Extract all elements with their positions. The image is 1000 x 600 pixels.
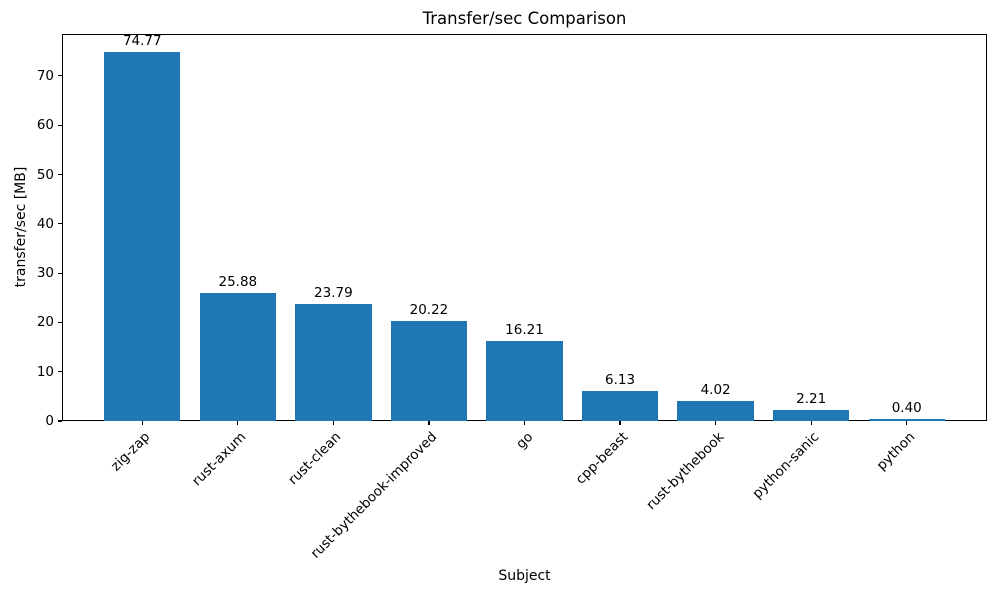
x-tick	[906, 421, 908, 425]
bar-value-label: 4.02	[700, 382, 731, 399]
bar	[677, 401, 754, 421]
plot-area: 0 10 20 30 40 50 60 70 74.77 zig-zap 25.88 rust-axu…	[37, 33, 987, 562]
x-tick	[237, 421, 239, 425]
bar-value-label: 0.40	[891, 400, 922, 417]
y-tick-label: 20	[36, 314, 54, 331]
x-tick	[715, 421, 717, 425]
x-tick-label: zig-zap	[108, 429, 154, 475]
y-tick	[58, 371, 62, 373]
x-tick	[332, 421, 334, 425]
bar	[295, 303, 372, 421]
y-tick	[58, 321, 62, 323]
bar	[868, 419, 945, 421]
y-tick-label: 60	[36, 117, 54, 134]
bar	[390, 321, 468, 421]
y-tick-label: 40	[36, 215, 54, 232]
y-tick	[58, 124, 62, 126]
bar-value-label: 23.79	[314, 284, 353, 301]
y-tick	[58, 173, 62, 176]
y-tick	[58, 420, 62, 422]
y-tick-label: 10	[36, 363, 54, 380]
x-tick-label: rust-clean	[285, 429, 345, 489]
bar	[581, 390, 659, 421]
y-tick	[58, 223, 62, 225]
x-axis-label: Subject	[498, 568, 551, 584]
bar-value-label: 74.77	[122, 33, 162, 50]
y-tick-label: 0	[45, 413, 54, 429]
x-tick-label: rust-axum	[188, 429, 250, 490]
bar	[486, 341, 563, 421]
bar-value-label: 16.21	[505, 322, 544, 339]
x-tick-label: cpp-beast	[572, 429, 632, 488]
bar	[199, 293, 277, 421]
x-tick-label: rust-bythebook	[642, 429, 727, 514]
bar-value-label: 6.13	[605, 371, 636, 388]
y-tick-label: 70	[36, 67, 54, 84]
y-axis-label: transfer/sec [MB]	[13, 166, 29, 288]
bar	[104, 52, 181, 421]
chart-title: Transfer/sec Comparison	[422, 9, 627, 28]
x-tick-label: python	[873, 429, 919, 474]
bar-value-label: 2.21	[796, 391, 827, 408]
x-tick	[141, 421, 143, 425]
bar-value-label: 20.22	[409, 302, 449, 319]
x-tick	[523, 421, 526, 425]
x-tick	[619, 421, 621, 425]
bar	[772, 410, 850, 421]
y-tick	[58, 75, 62, 77]
x-tick	[428, 421, 430, 425]
x-tick-label: go	[512, 429, 536, 453]
y-tick	[58, 272, 62, 274]
x-tick-label: python-sanic	[749, 429, 823, 502]
x-tick	[810, 421, 812, 425]
y-tick-label: 30	[36, 265, 54, 282]
y-tick-label: 50	[36, 166, 54, 183]
bar-value-label: 25.88	[218, 274, 258, 291]
